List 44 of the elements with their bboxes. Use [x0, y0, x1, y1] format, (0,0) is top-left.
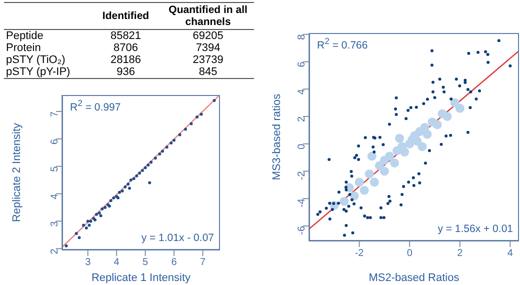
annotation: R$^{2}$ = 0.997	[70, 98, 121, 114]
x-tick-label: 5	[142, 257, 149, 268]
x-tick-label: 3	[85, 257, 92, 268]
y-axis-title: Replicate 2 Intensity	[10, 122, 23, 222]
y-tick-label: 4	[296, 88, 308, 95]
category-label: Protein	[5, 42, 42, 54]
x-tick-label: 0	[406, 248, 413, 260]
data-label: 28186	[109, 54, 142, 66]
x-tick-label: 4	[507, 248, 514, 260]
data-label: 845	[198, 66, 218, 78]
y-tick-label: 6	[50, 138, 61, 144]
x-axis-title: Replicate 1 Intensity	[91, 272, 192, 284]
y-tick-label: 6	[296, 61, 308, 68]
data-label: 7394	[194, 42, 222, 54]
x-tick-label: 7	[200, 257, 206, 268]
category-label: pSTY (TiO₂)	[5, 54, 66, 66]
data-label: 936	[116, 66, 136, 78]
y-tick-label: 2	[296, 116, 308, 122]
annotation: R$^{2}$ = 0.766	[317, 36, 368, 52]
y-tick-label: -2	[296, 170, 308, 180]
category-label: Peptide	[5, 30, 44, 42]
x-tick-label: 2	[457, 248, 464, 260]
x-tick-label: 6	[171, 257, 178, 268]
text: Identified	[101, 9, 150, 24]
annotation: y = 1.56x + 0.01	[438, 223, 513, 235]
y-tick-label: 4	[50, 193, 61, 200]
data-label: 8706	[112, 42, 139, 54]
x-axis-title: MS2-based Ratios	[368, 272, 460, 284]
y-axis-title: MS3-based ratios	[270, 93, 283, 180]
y-tick-label: 5	[50, 166, 61, 172]
y-tick-label: 8	[296, 34, 308, 40]
y-tick-label: 7	[50, 111, 61, 118]
x-tick-label: -2	[354, 248, 364, 260]
data-label: 23739	[192, 54, 224, 66]
y-tick-label: -6	[296, 226, 308, 235]
annotation: y = 1.01x - 0.07	[141, 232, 214, 244]
category-label: pSTY (pY-IP)	[5, 66, 72, 78]
y-tick-label: -4	[296, 198, 308, 208]
data-label: 85821	[109, 30, 142, 42]
y-tick-label: 3	[50, 220, 61, 227]
text: Quantified in all channels	[168, 3, 248, 30]
data-label: 69205	[192, 30, 224, 42]
y-tick-label: 0	[296, 143, 308, 150]
x-tick-label: 4	[114, 257, 120, 268]
